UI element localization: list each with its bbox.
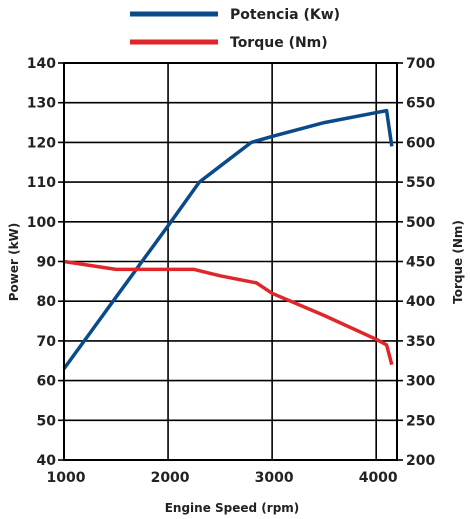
y-tick-label: 130 [27,96,56,112]
y-tick-label: 110 [27,175,56,191]
y-tick-label: 80 [37,294,57,310]
tick-labels: 40 50 60 70 80 90 100 110 120 130 140 200 250 300 350 4… [27,56,436,486]
x-tick-label: 1000 [47,470,86,486]
x-tick-label: 4000 [359,470,398,486]
y2-tick-label: 250 [406,413,435,429]
y2-tick-label: 650 [406,96,435,112]
y2-axis-title: Torque (Nm) [451,220,465,304]
y-tick-label: 70 [37,334,57,350]
legend: Potencia (Kw) Torque (Nm) [130,7,340,51]
x-axis-title: Engine Speed (rpm) [165,501,300,515]
legend-label: Potencia (Kw) [230,7,340,23]
plot-frame [63,62,398,461]
y-tick-label: 40 [37,453,57,469]
y-tick-label: 90 [37,255,57,271]
y-tick-label: 120 [27,135,56,151]
y-tick-label: 60 [37,374,57,390]
y2-tick-label: 450 [406,255,435,271]
y2-tick-label: 400 [406,294,435,310]
y-tick-label: 140 [27,56,56,72]
y2-tick-label: 300 [406,374,435,390]
series-line-power [62,108,394,370]
y-axis-title: Power (kW) [7,223,21,302]
y2-tick-label: 500 [406,215,435,231]
grid [58,62,403,461]
y2-tick-label: 550 [406,175,435,191]
legend-label: Torque (Nm) [230,35,328,51]
x-tick-label: 2000 [151,470,190,486]
y2-tick-label: 700 [406,56,435,72]
series-layer [62,108,394,370]
y2-tick-label: 600 [406,135,435,151]
y-tick-label: 50 [37,413,57,429]
series-line-torque [63,259,394,366]
y2-tick-label: 350 [406,334,435,350]
y2-tick-label: 200 [406,453,435,469]
y-tick-label: 100 [27,215,56,231]
x-tick-label: 3000 [255,470,294,486]
